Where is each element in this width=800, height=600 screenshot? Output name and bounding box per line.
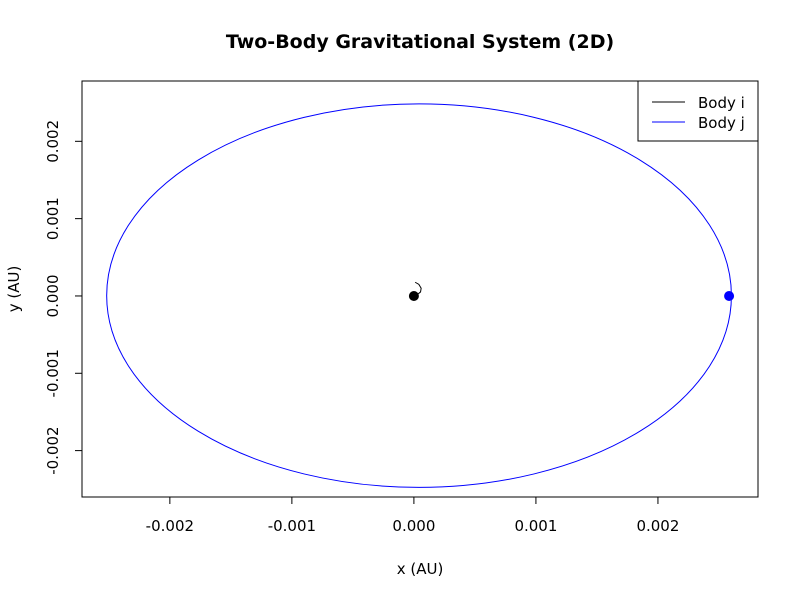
body-j-marker bbox=[724, 291, 735, 302]
y-axis: -0.002 -0.001 0.000 0.001 0.002 bbox=[44, 120, 83, 475]
plot-frame bbox=[81, 80, 759, 498]
x-tick-label: 0.000 bbox=[392, 517, 435, 535]
x-tick-label: -0.002 bbox=[146, 517, 194, 535]
legend-label-body-j: Body j bbox=[698, 114, 745, 132]
x-axis-label: x (AU) bbox=[397, 560, 444, 578]
x-axis: -0.002 -0.001 0.000 0.001 0.002 bbox=[146, 496, 679, 535]
legend-label-body-i: Body i bbox=[698, 94, 745, 112]
body-i-marker bbox=[408, 291, 419, 302]
y-axis-label: y (AU) bbox=[5, 266, 23, 313]
x-tick-label: 0.001 bbox=[514, 517, 557, 535]
y-tick-label: 0.000 bbox=[44, 274, 62, 317]
legend-box bbox=[637, 80, 759, 142]
x-tick-label: -0.001 bbox=[268, 517, 316, 535]
y-tick-label: -0.002 bbox=[44, 426, 62, 474]
x-tick-label: 0.002 bbox=[636, 517, 679, 535]
legend: Body i Body j bbox=[637, 80, 759, 142]
y-tick-label: 0.002 bbox=[44, 120, 62, 163]
chart-title: Two-Body Gravitational System (2D) bbox=[226, 31, 614, 53]
y-tick-label: -0.001 bbox=[44, 349, 62, 397]
series-layer bbox=[106, 103, 735, 488]
body-j-orbit bbox=[106, 103, 732, 488]
y-tick-label: 0.001 bbox=[44, 197, 62, 240]
